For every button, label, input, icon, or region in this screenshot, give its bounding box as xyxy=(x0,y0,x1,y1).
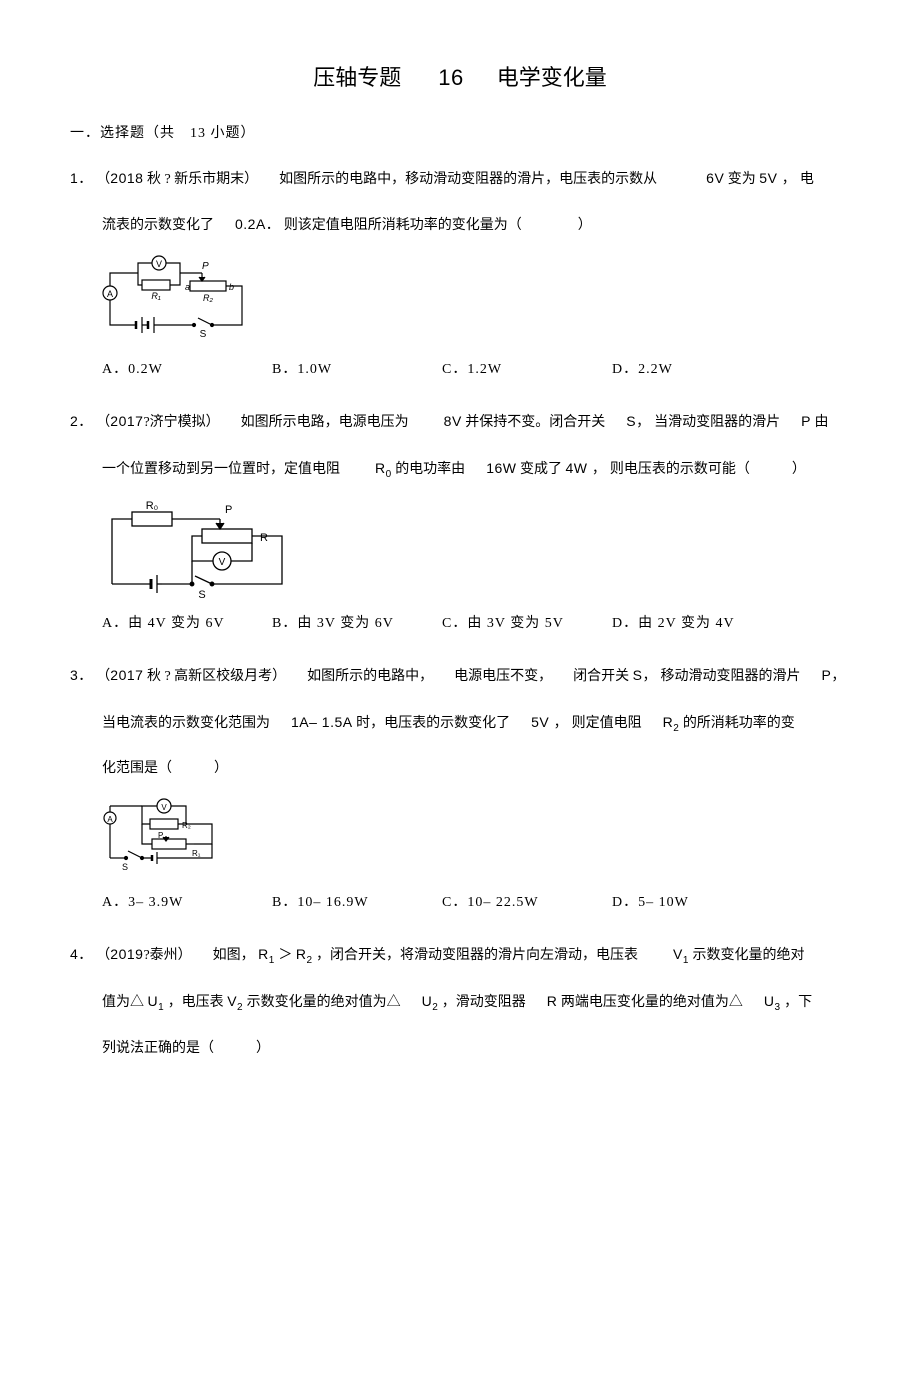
question-3: 3． （2017 秋 ? 高新区校级月考） 如图所示的电路中， 电源电压不变， … xyxy=(70,659,850,914)
svg-text:A: A xyxy=(107,289,113,299)
svg-text:R₀: R₀ xyxy=(146,500,159,512)
question-1: 1． （2018 秋 ? 新乐市期末） 如图所示的电路中，移动滑动变阻器的滑片，… xyxy=(70,162,850,382)
q1-text: 1． （2018 秋 ? 新乐市期末） 如图所示的电路中，移动滑动变阻器的滑片，… xyxy=(70,162,850,197)
svg-text:R₁: R₁ xyxy=(192,849,201,858)
q2-opt-a: A．由 4V 变为 6V xyxy=(102,613,272,635)
q4-line3: 列说法正确的是（ ） xyxy=(70,1032,850,1066)
svg-text:P: P xyxy=(225,504,232,516)
svg-text:b: b xyxy=(229,282,234,292)
svg-text:P: P xyxy=(202,261,209,272)
q4-text: 4． （2019?泰州） 如图， R1 ＞ R2 ，闭合开关，将滑动变阻器的滑片… xyxy=(70,938,850,973)
q3-opt-c: C．10– 22.5W xyxy=(442,892,612,914)
q2-line2: 一个位置移动到另一位置时，定值电阻 R0 的电功率由 16W 变成了 4W ， … xyxy=(70,452,850,487)
q3-opt-a: A．3– 3.9W xyxy=(102,892,272,914)
question-4: 4． （2019?泰州） 如图， R1 ＞ R2 ，闭合开关，将滑动变阻器的滑片… xyxy=(70,938,850,1065)
q2-opt-b: B．由 3V 变为 6V xyxy=(272,613,442,635)
q3-opt-d: D．5– 10W xyxy=(612,892,782,914)
q3-circuit-diagram: V A R₂ R₁ P xyxy=(102,798,850,878)
q1-opt-d: D．2.2W xyxy=(612,359,782,381)
q4-line2: 值为△ U1 ，电压表 V2 示数变化量的绝对值为△ U2 ，滑动变阻器 R 两… xyxy=(70,985,850,1020)
title-num: 16 xyxy=(438,65,463,90)
title-prefix: 压轴专题 xyxy=(313,65,401,90)
svg-text:V: V xyxy=(219,557,226,568)
svg-text:S: S xyxy=(200,329,207,340)
q3-line3: 化范围是（ ） xyxy=(70,752,850,786)
svg-text:V: V xyxy=(161,803,167,812)
q1-line2: 流表的示数变化了 0.2A． 则该定值电阻所消耗功率的变化量为（ ） xyxy=(70,208,850,243)
q3-line2: 当电流表的示数变化范围为 1A– 1.5A 时，电压表的示数变化了 5V ， 则… xyxy=(70,706,850,741)
q3-opt-b: B．10– 16.9W xyxy=(272,892,442,914)
q1-circuit-diagram: A V R₁ P R₂ a b xyxy=(102,255,850,345)
title-suffix: 电学变化量 xyxy=(497,65,607,90)
q2-opt-c: C．由 3V 变为 5V xyxy=(442,613,612,635)
q1-opt-c: C．1.2W xyxy=(442,359,612,381)
svg-text:R: R xyxy=(260,532,268,544)
svg-text:a: a xyxy=(185,282,190,292)
q1-opt-a: A．0.2W xyxy=(102,359,272,381)
q2-options: A．由 4V 变为 6V B．由 3V 变为 6V C．由 3V 变为 5V D… xyxy=(70,613,850,635)
page-title: 压轴专题 16 电学变化量 xyxy=(70,60,850,95)
q3-options: A．3– 3.9W B．10– 16.9W C．10– 22.5W D．5– 1… xyxy=(70,892,850,914)
q1-opt-b: B．1.0W xyxy=(272,359,442,381)
q2-opt-d: D．由 2V 变为 4V xyxy=(612,613,782,635)
question-2: 2． （2017?济宁模拟） 如图所示电路，电源电压为 8V 并保持不变。闭合开… xyxy=(70,405,850,635)
svg-text:R₁: R₁ xyxy=(151,291,160,301)
q2-circuit-diagram: R₀ P R V S xyxy=(102,499,850,599)
q2-text: 2． （2017?济宁模拟） 如图所示电路，电源电压为 8V 并保持不变。闭合开… xyxy=(70,405,850,440)
q3-text: 3． （2017 秋 ? 高新区校级月考） 如图所示的电路中， 电源电压不变， … xyxy=(70,659,850,694)
svg-text:V: V xyxy=(156,259,162,269)
svg-text:S: S xyxy=(198,589,205,599)
q1-options: A．0.2W B．1.0W C．1.2W D．2.2W xyxy=(70,359,850,381)
svg-text:R₂: R₂ xyxy=(203,293,213,303)
svg-text:P: P xyxy=(158,831,163,840)
svg-text:S: S xyxy=(122,862,128,872)
svg-text:A: A xyxy=(107,815,113,824)
section-header: 一．选择题（共 13 小题） xyxy=(70,123,850,145)
